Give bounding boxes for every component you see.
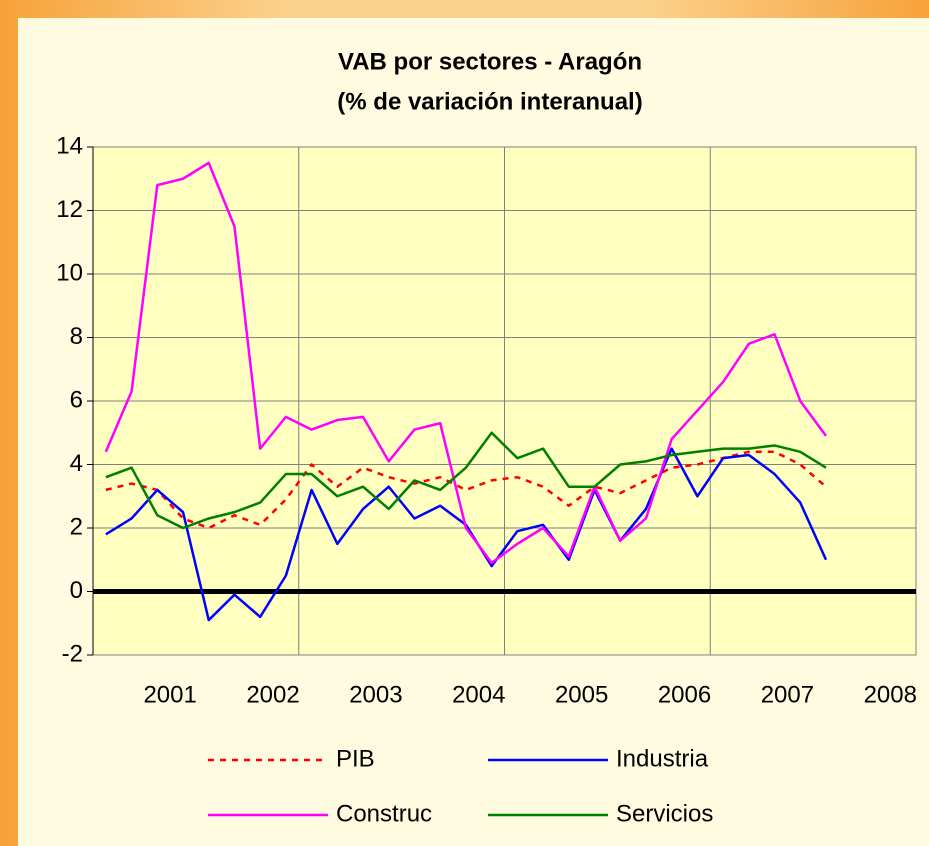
y-tick-label: 14 <box>56 132 83 159</box>
chart-subtitle: (% de variación interanual) <box>337 88 642 115</box>
legend-label: PIB <box>336 745 375 772</box>
legend-label: Servicios <box>616 800 713 827</box>
x-tick-label: 2001 <box>143 681 196 708</box>
legend-label: Construc <box>336 800 432 827</box>
y-tick-label: 12 <box>56 196 83 223</box>
x-tick-label: 2004 <box>452 681 505 708</box>
x-tick-label: 2005 <box>555 681 608 708</box>
y-tick-label: 4 <box>70 450 83 477</box>
x-tick-label: 2008 <box>864 681 917 708</box>
y-tick-label: 2 <box>70 513 83 540</box>
y-tick-label: 6 <box>70 386 83 413</box>
series-line <box>105 431 827 530</box>
x-tick-label: 2002 <box>246 681 299 708</box>
y-tick-label: 0 <box>70 577 83 604</box>
series-line <box>105 450 827 530</box>
y-tick-label: 10 <box>56 259 83 286</box>
series-line <box>104 161 827 565</box>
legend-label: Industria <box>616 745 709 772</box>
x-tick-label: 2006 <box>658 681 711 708</box>
x-tick-label: 2003 <box>349 681 402 708</box>
chart-title: VAB por sectores - Aragón <box>338 48 642 75</box>
y-tick-label: 8 <box>70 323 83 350</box>
y-tick-label: -2 <box>62 640 83 667</box>
x-tick-label: 2007 <box>761 681 814 708</box>
